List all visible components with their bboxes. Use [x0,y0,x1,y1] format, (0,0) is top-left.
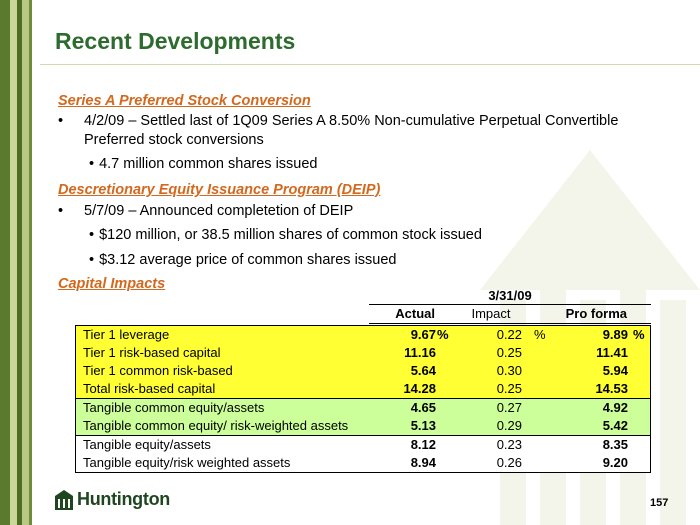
sub-bullet-shares-issued: • 4.7 million common shares issued [89,155,317,174]
table-group: Tangible common equity/assets 4.65 0.27 4.9… [75,399,651,436]
table-group: Tier 1 leverage 9.67 0.22 9.89%%% Tier 1 ris… [75,325,651,399]
cell-impact: 0.25 [496,345,522,360]
bullet-mark: • [58,203,64,219]
cell-actual: 8.12 [410,437,436,452]
table-group: Tangible equity/assets 8.12 0.23 8.35 Tangib… [75,436,651,473]
header-divider [369,323,651,324]
sub-bullet-text: $120 million, or 38.5 million shares of … [99,227,482,243]
bullet-preferred-settlement: • 4/2/09 – Settled last of 1Q09 Series A… [58,112,668,150]
logo-wordmark: Huntington [77,489,170,509]
table-row: Tangible equity/assets 8.12 0.23 8.35 [76,436,650,454]
row-label: Tangible common equity/ risk-weighted as… [83,418,349,433]
section-heading-capital: Capital Impacts [58,276,166,292]
cell-impact: 0.22 [496,327,522,342]
date-header: 3/31/09 [369,288,651,305]
cell-pro-forma: 9.20 [602,455,628,470]
section-heading-preferred: Series A Preferred Stock Conversion [58,93,311,109]
sub-bullet-text: $3.12 average price of common shares iss… [99,252,397,268]
bullet-deip-completion: • 5/7/09 – Announced completetion of DEI… [58,202,668,221]
sub-bullet-deip-price: • $3.12 average price of common shares is… [89,251,397,270]
page-number: 157 [650,497,669,509]
percent-sign-pro-forma: % [633,327,645,342]
table-row: Tier 1 leverage 9.67 0.22 9.89%%% [76,326,650,344]
cell-pro-forma: 4.92 [602,400,628,415]
cell-impact: 0.25 [496,381,522,396]
cell-actual: 4.65 [410,400,436,415]
cell-pro-forma: 8.35 [602,437,628,452]
cell-pro-forma: 14.53 [595,381,628,396]
bullet-mark: • [58,113,64,129]
table-row: Tangible common equity/ risk-weighted as… [76,417,650,435]
cell-actual: 8.94 [410,455,436,470]
bullet-mark: • [89,252,95,268]
title-divider [40,64,700,65]
huntington-logo-icon [55,489,73,510]
cell-pro-forma: 5.42 [602,418,628,433]
huntington-logo: Huntington [55,489,170,510]
cell-impact: 0.29 [496,418,522,433]
column-header-actual: Actual [395,306,435,321]
cell-pro-forma: 11.41 [596,345,628,360]
column-header-impact: Impact [471,306,511,321]
row-label: Tier 1 leverage [83,327,170,342]
cell-actual: 9.67 [410,327,436,342]
table-row: Tier 1 risk-based capital 11.16 0.25 11.41 [76,344,650,362]
percent-sign-impact: % [534,327,546,342]
table-row: Tangible equity/risk weighted assets 8.94… [76,454,650,472]
bullet-text: 4/2/09 – Settled last of 1Q09 Series A 8… [84,113,619,148]
row-label: Total risk-based capital [83,381,216,396]
column-headers: Actual Impact Pro forma [75,306,651,322]
bullet-mark: • [89,227,95,243]
cell-impact: 0.23 [496,437,522,452]
table-row: Tangible common equity/assets 4.65 0.27 4.9… [76,399,650,417]
sub-bullet-text: 4.7 million common shares issued [99,156,318,172]
page-title: Recent Developments [55,28,296,54]
row-label: Tier 1 common risk-based [83,363,233,378]
cell-actual: 5.13 [410,418,436,433]
row-label: Tangible equity/risk weighted assets [83,455,291,470]
sub-bullet-deip-shares: • $120 million, or 38.5 million shares of… [89,226,482,245]
table-body: Tier 1 leverage 9.67 0.22 9.89%%% Tier 1 ris… [75,325,651,473]
cell-impact: 0.27 [496,400,522,415]
table-row: Tier 1 common risk-based 5.64 0.30 5.94 [76,362,650,380]
cell-pro-forma: 5.94 [602,363,628,378]
cell-pro-forma: 9.89 [602,327,628,342]
bullet-mark: • [89,156,95,172]
column-header-pro-forma: Pro forma [565,306,627,321]
cell-actual: 11.16 [404,345,436,360]
row-label: Tangible equity/assets [83,437,211,452]
section-heading-deip: Descretionary Equity Issuance Program (D… [58,182,381,198]
bullet-text: 5/7/09 – Announced completetion of DEIP [84,203,354,219]
cell-impact: 0.26 [496,455,522,470]
table-row: Total risk-based capital 14.28 0.25 14.53 [76,380,650,398]
cell-actual: 14.28 [403,381,436,396]
row-label: Tier 1 risk-based capital [83,345,221,360]
left-decorative-stripes [0,0,40,525]
row-label: Tangible common equity/assets [83,400,265,415]
cell-actual: 5.64 [410,363,436,378]
cell-impact: 0.30 [496,363,522,378]
percent-sign-actual: % [437,327,449,342]
